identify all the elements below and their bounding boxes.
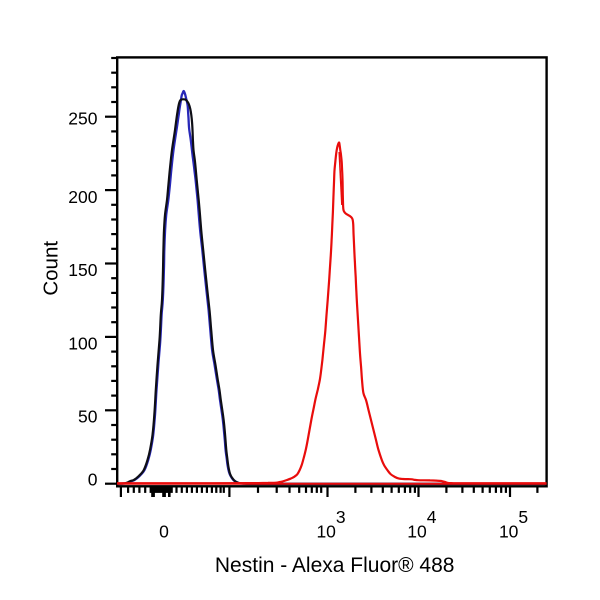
svg-text:Count: Count	[39, 241, 62, 296]
svg-text:50: 50	[78, 407, 98, 427]
svg-text:0: 0	[159, 522, 169, 542]
svg-text:200: 200	[68, 187, 97, 207]
svg-text:10: 10	[316, 522, 336, 542]
svg-text:0: 0	[88, 469, 98, 489]
svg-text:250: 250	[68, 108, 97, 128]
svg-text:3: 3	[336, 507, 346, 527]
svg-text:10: 10	[407, 522, 427, 542]
svg-text:4: 4	[427, 507, 437, 527]
svg-text:Nestin - Alexa Fluor® 488: Nestin - Alexa Fluor® 488	[215, 554, 455, 577]
svg-text:5: 5	[518, 507, 528, 527]
svg-text:10: 10	[499, 522, 519, 542]
svg-text:150: 150	[68, 260, 97, 280]
svg-text:100: 100	[68, 333, 97, 353]
